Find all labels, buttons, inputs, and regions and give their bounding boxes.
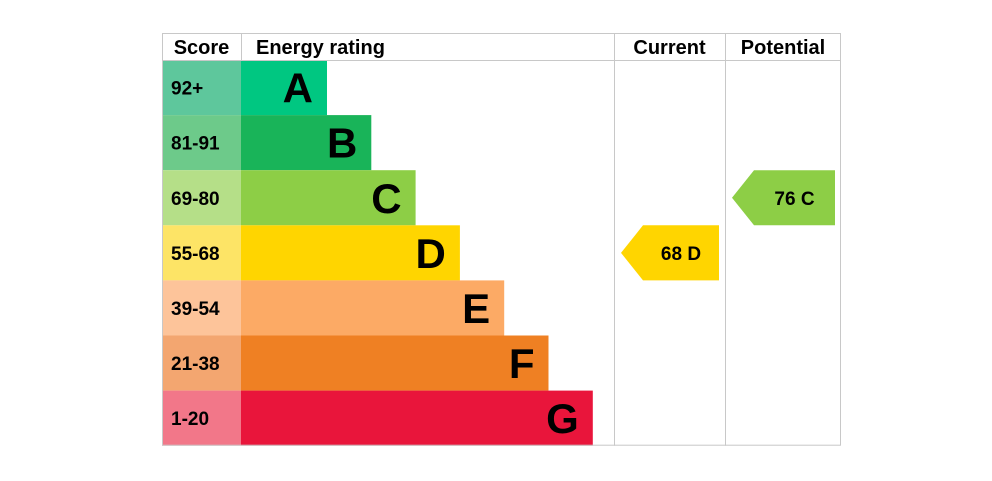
band-bar-f <box>241 335 549 391</box>
band-bar-e <box>241 280 505 336</box>
band-bar-g <box>241 390 593 446</box>
score-cell-f <box>162 335 241 391</box>
score-range-f: 21-38 <box>171 354 220 375</box>
band-letter-c: C <box>371 175 401 222</box>
band-bar-a <box>241 60 327 116</box>
band-letter-f: F <box>509 340 535 387</box>
score-range-b: 81-91 <box>171 134 220 155</box>
table-gridlines <box>162 33 841 446</box>
band-letter-g: G <box>546 395 579 442</box>
score-range-g: 1-20 <box>171 409 209 430</box>
rating-indicators: 68 D 76 C <box>621 170 835 281</box>
header-score: Score <box>174 37 230 59</box>
band-letter-a: A <box>283 65 313 112</box>
score-cell-e <box>162 280 241 336</box>
rating-bands: 92+ A 81-91 B 69-80 C 55-68 D 39-54 E 21-38 F 1-20 G <box>162 60 593 446</box>
band-letter-b: B <box>327 120 357 167</box>
band-bar-d <box>241 225 460 281</box>
band-letter-d: D <box>416 230 446 277</box>
score-range-e: 39-54 <box>171 299 220 320</box>
score-cell-b <box>162 115 241 171</box>
score-range-c: 69-80 <box>171 189 220 210</box>
score-cell-g <box>162 390 241 446</box>
table-border <box>162 33 841 446</box>
potential-rating-arrow <box>732 170 835 226</box>
band-bar-b <box>241 115 372 171</box>
score-range-d: 55-68 <box>171 244 220 265</box>
band-bar-c <box>241 170 416 226</box>
score-cell-c <box>162 170 241 226</box>
header-potential: Potential <box>741 37 825 59</box>
band-letter-e: E <box>462 285 490 332</box>
header-current: Current <box>633 37 706 59</box>
score-range-a: 92+ <box>171 79 203 100</box>
current-rating-arrow <box>621 225 719 281</box>
potential-rating-label: 76 C <box>774 189 814 210</box>
score-cell-a <box>162 60 241 116</box>
header-energy-rating: Energy rating <box>256 37 385 59</box>
score-cell-d <box>162 225 241 281</box>
current-rating-label: 68 D <box>661 244 701 265</box>
